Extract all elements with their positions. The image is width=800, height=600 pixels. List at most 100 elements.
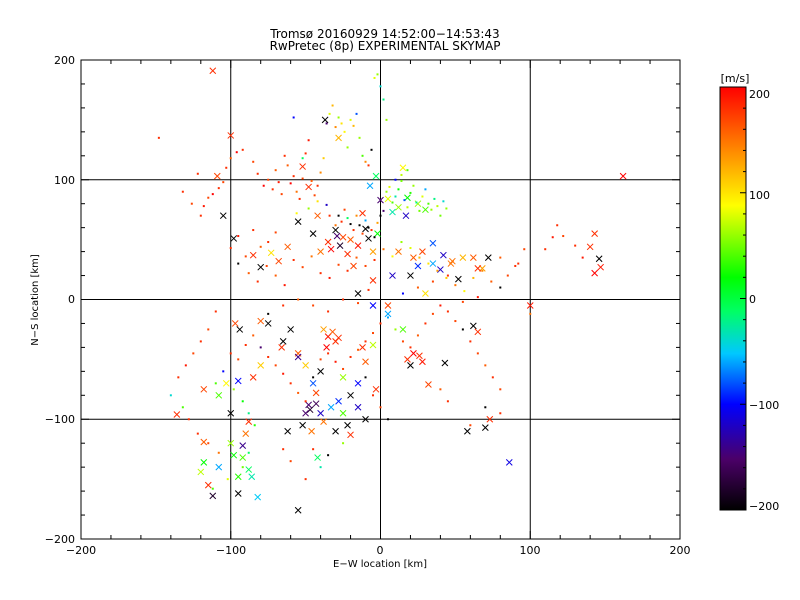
data-points [157,67,627,514]
data-point-dot [506,274,509,277]
data-point-dot [346,146,349,149]
data-point-dot [367,164,370,167]
data-point-x [425,381,432,388]
data-point-dot [196,172,199,175]
data-point-dot [181,406,184,409]
data-point-dot [190,202,193,205]
colorbar-tick-label: 100 [749,189,770,202]
data-point-x [419,248,426,255]
data-point-x [278,344,286,351]
data-point-dot [349,118,352,121]
data-point-x [197,468,205,476]
colorbar-tick-label: 0 [749,293,756,306]
data-point-x [284,427,292,435]
data-point-dot [391,201,394,204]
data-point-dot [490,280,493,283]
data-point-dot [207,196,210,199]
data-point-x [327,403,335,411]
data-point-x [317,409,324,417]
data-point-x [320,418,327,425]
data-point-dot [313,194,316,197]
data-point-dot [217,187,220,190]
data-point-dot [343,130,346,133]
data-point-dot [379,214,382,217]
colorbar-ticks [740,86,746,511]
data-point-dot [469,424,472,427]
data-point-dot [334,360,337,363]
data-point-x [591,230,598,237]
data-point-x [305,401,312,409]
data-point-x [284,243,292,251]
data-point-x [299,163,306,170]
data-point-dot [386,418,389,421]
data-point-dot [436,205,439,208]
data-point-dot [298,197,301,200]
data-point-dot [445,276,448,279]
data-point-dot [319,358,322,361]
y-tick-label: −200 [45,533,75,546]
data-point-dot [232,388,235,391]
data-point-dot [424,322,427,325]
data-point-dot [349,223,352,226]
data-point-dot [379,322,382,325]
data-point-x [302,409,309,417]
data-point-dot [327,454,330,457]
data-point-dot [267,355,270,358]
data-point-dot [391,255,394,258]
data-point-dot [331,104,334,107]
data-point-x [204,481,212,489]
data-point-x [294,506,302,514]
data-point-dot [192,352,195,355]
data-point-dot [310,255,313,258]
data-point-x [347,236,354,243]
data-point-dot [202,205,205,208]
data-point-dot [406,169,409,172]
data-point-dot [252,160,255,163]
data-point-x [354,290,362,297]
data-point-x [372,172,380,180]
data-point-dot [283,284,286,287]
data-point-dot [342,367,345,370]
data-point-x [410,350,417,357]
data-point-x [369,302,377,309]
y-tick-label: 0 [68,293,75,306]
data-point-x [245,466,253,473]
data-point-dot [292,116,295,119]
data-point-dot [304,478,307,481]
data-point-dot [412,184,415,187]
data-point-x [595,255,603,263]
data-point-dot [169,394,172,397]
data-point-x [429,239,437,247]
data-point-x [410,254,417,261]
data-point-x [230,235,238,242]
data-point-dot [312,376,315,379]
data-point-dot [328,214,331,217]
data-point-x [505,459,513,466]
data-point-dot [352,124,355,127]
data-point-dot [295,212,298,215]
data-point-dot [259,245,262,248]
data-point-x [339,233,347,241]
data-point-dot [370,229,373,232]
data-point-dot [199,340,202,343]
data-point-dot [463,290,466,293]
data-point-x [449,257,456,265]
data-point-x [279,338,287,345]
data-point-x [200,385,208,393]
data-point-dot [328,112,331,115]
data-point-dot [436,269,439,272]
data-point-dot [337,116,340,119]
data-point-dot [446,310,449,313]
data-point-dot [222,181,225,184]
data-point-dot [481,269,484,272]
data-point-dot [157,136,160,139]
data-point-dot [343,208,346,211]
data-point-dot [237,262,240,265]
data-point-dot [400,179,403,182]
data-point-x [389,272,396,279]
data-point-dot [199,214,202,217]
data-point-x [474,328,482,336]
data-point-dot [297,298,300,301]
data-point-x [359,344,366,351]
